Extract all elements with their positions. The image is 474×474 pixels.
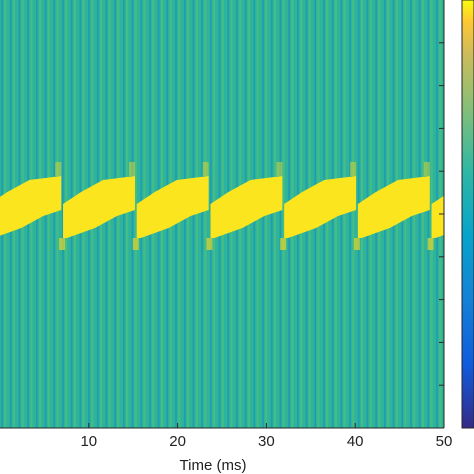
heatmap-stripe-dark xyxy=(123,0,125,428)
colorbar-gradient xyxy=(462,0,474,428)
heatmap-stripe-light xyxy=(126,0,129,428)
heatmap-pulse-head xyxy=(128,162,135,176)
heatmap-pulses xyxy=(0,162,444,250)
heatmap-pulse xyxy=(210,176,283,238)
heatmap-stripe-light xyxy=(343,0,346,428)
colorbar xyxy=(461,0,474,429)
x-axis-label: Time (ms) xyxy=(180,457,247,474)
heatmap-pulse xyxy=(136,176,209,238)
heatmap-stripe-dark xyxy=(418,0,421,428)
heatmap-pulse-head xyxy=(423,162,430,176)
heatmap-stripe-light xyxy=(421,0,424,428)
heatmap-stripe-light xyxy=(448,0,450,428)
heatmap-stripe-dark xyxy=(270,0,273,428)
x-ticks: 10 20 30 40 50 xyxy=(80,423,452,450)
heatmap-stripe-light xyxy=(204,0,207,428)
heatmap-stripe-dark xyxy=(427,0,430,428)
heatmap-pulse-head xyxy=(202,162,209,176)
heatmap-pulse-tail xyxy=(132,238,139,250)
x-tick-label: 30 xyxy=(258,433,275,450)
heatmap-pulse xyxy=(357,176,430,238)
plot-area xyxy=(0,0,459,428)
heatmap-stripe-dark xyxy=(131,0,134,428)
heatmap-pulse-head xyxy=(55,162,62,176)
heatmap-stripe-dark xyxy=(454,0,456,428)
colorbar-frame xyxy=(461,0,474,429)
heatmap-pulse-tail xyxy=(353,238,360,250)
heatmap-stripe-dark xyxy=(279,0,282,428)
heatmap-pulse-tail xyxy=(59,238,66,250)
heatmap-stripe-light xyxy=(195,0,198,428)
y-ticks xyxy=(439,42,444,386)
heatmap-pulse-tail xyxy=(206,238,213,250)
heatmap-stripe-dark xyxy=(53,0,55,428)
heatmap-stripe-dark xyxy=(201,0,203,428)
heatmap-pulse xyxy=(284,176,357,238)
heatmap-stripe-light xyxy=(282,0,285,428)
heatmap-pulse-head xyxy=(350,162,357,176)
heatmap-stripe-light xyxy=(273,0,277,428)
heatmap-pulse xyxy=(0,176,62,236)
heatmap-stripe-dark xyxy=(445,0,447,428)
heatmap-pulse-tail xyxy=(280,238,287,250)
heatmap-pulse-tail xyxy=(427,238,434,250)
x-tick-label: 10 xyxy=(80,433,97,450)
heatmap-stripe-dark xyxy=(349,0,351,428)
heatmap-stripe-light xyxy=(56,0,59,428)
heatmap-stripe-dark xyxy=(62,0,64,428)
heatmap-pulse-head xyxy=(276,162,283,176)
x-tick-label: 50 xyxy=(436,433,453,450)
heatmap-stripe-light xyxy=(134,0,137,428)
x-tick-label: 20 xyxy=(169,433,186,450)
heatmap-stripe-light xyxy=(352,0,355,428)
heatmap-pulse xyxy=(431,195,444,238)
heatmap-stripe-light xyxy=(457,0,459,428)
x-tick-label: 40 xyxy=(347,433,364,450)
heatmap-pulse xyxy=(63,176,135,238)
